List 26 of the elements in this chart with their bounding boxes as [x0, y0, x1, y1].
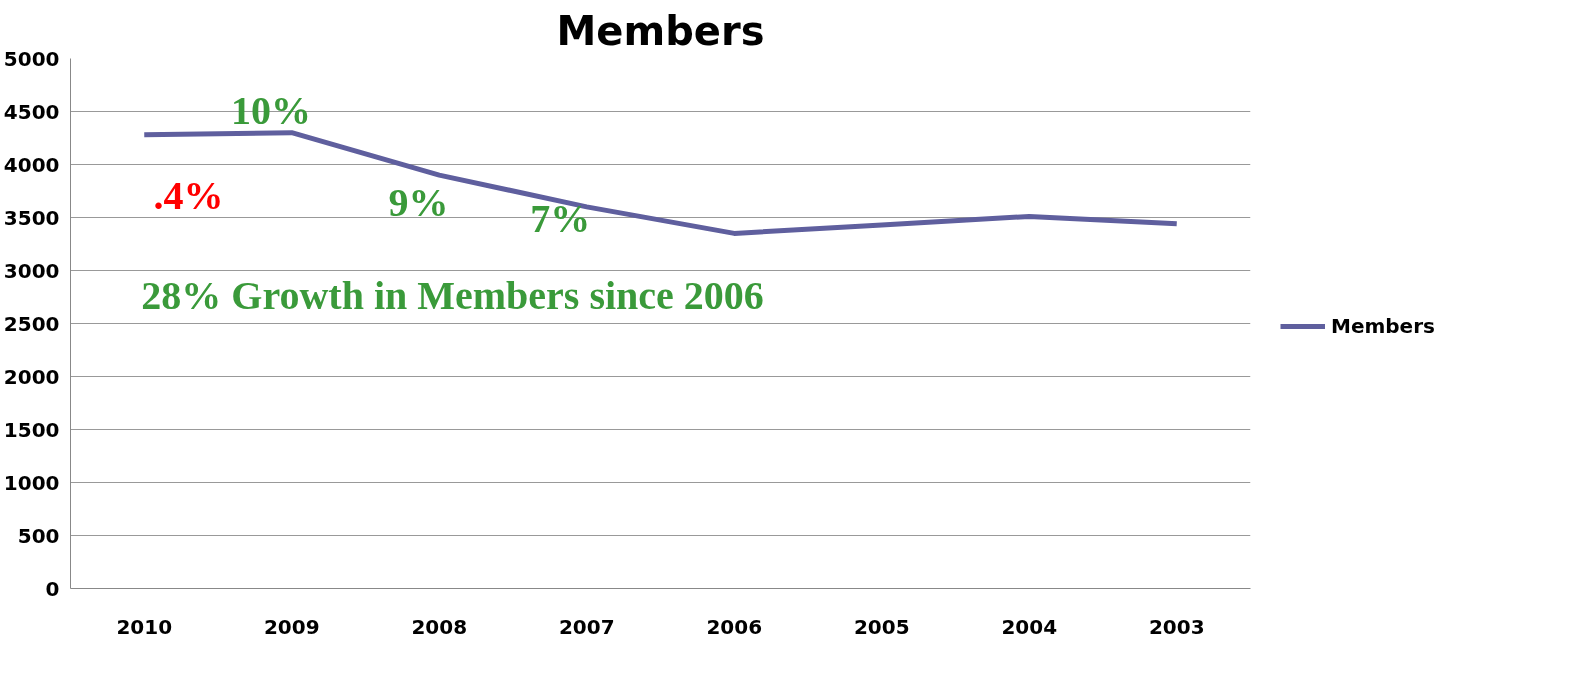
x-tick-label: 2003 — [1148, 614, 1205, 639]
annotation: 9% — [388, 180, 449, 226]
y-tick-label: 5000 — [3, 46, 60, 71]
x-tick-label: 2006 — [706, 614, 763, 639]
y-tick-label: 3000 — [3, 258, 60, 283]
annotation: 10% — [231, 87, 312, 133]
x-tick-label: 2004 — [1001, 614, 1058, 639]
y-tick-label: 1500 — [3, 417, 60, 442]
y-tick-label: 3500 — [3, 205, 60, 230]
y-tick-label: 0 — [45, 576, 60, 601]
y-tick-label: 2000 — [3, 364, 60, 389]
legend-label: Members — [1331, 314, 1435, 338]
annotation: 28% Growth in Members since 2006 — [141, 273, 764, 319]
y-tick-label: 500 — [17, 523, 60, 548]
y-tick-label: 2500 — [3, 311, 60, 336]
annotation: 7% — [530, 196, 591, 242]
y-tick-label: 4500 — [3, 99, 60, 124]
y-tick-label: 4000 — [3, 152, 60, 177]
x-tick-label: 2008 — [411, 614, 468, 639]
x-tick-label: 2005 — [853, 614, 910, 639]
chart-title: Members — [556, 7, 765, 54]
x-tick-label: 2007 — [558, 614, 615, 639]
x-tick-label: 2009 — [263, 614, 320, 639]
annotation: .4% — [153, 172, 224, 218]
x-tick-label: 2010 — [116, 614, 173, 639]
y-tick-label: 1000 — [3, 470, 60, 495]
